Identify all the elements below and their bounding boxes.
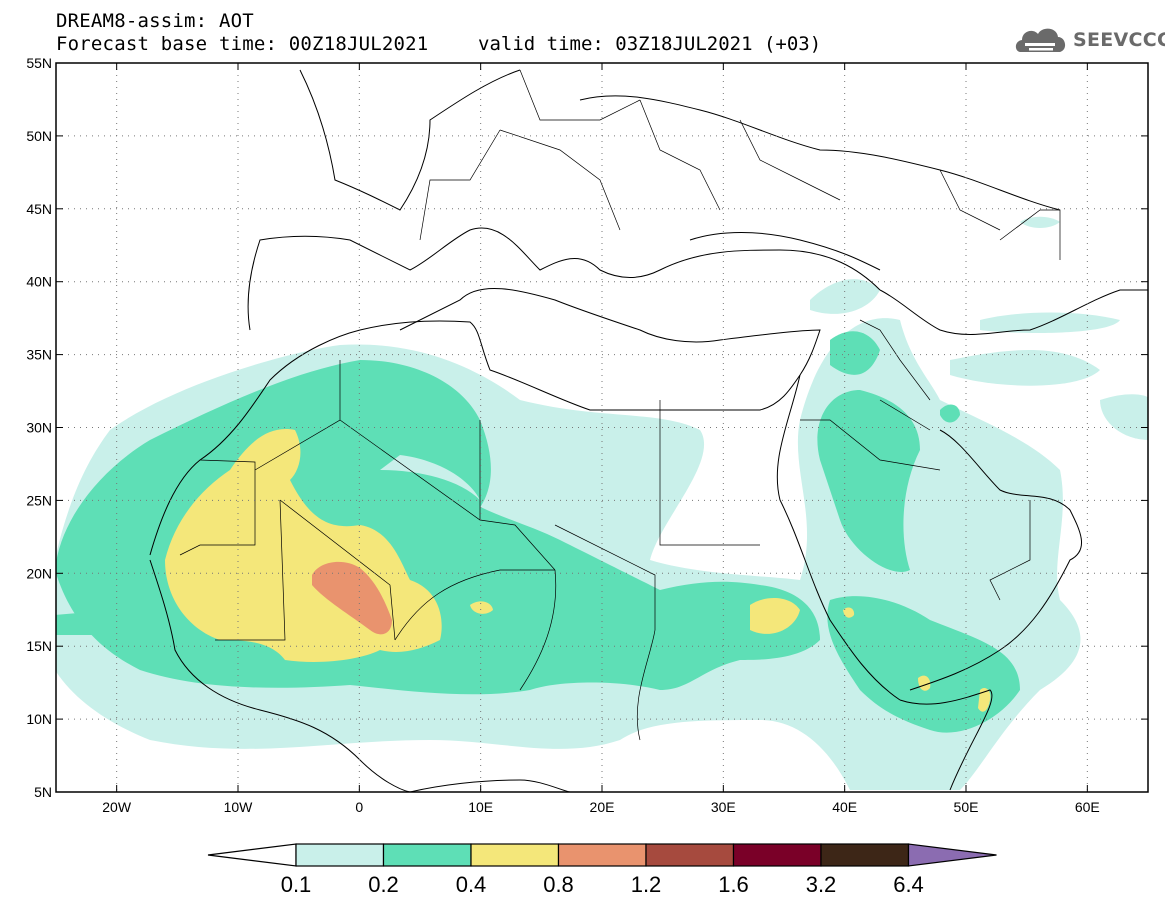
colorbar-box bbox=[382, 843, 472, 867]
colorbar-above-arrow bbox=[907, 843, 997, 867]
map-title: DREAM8-assim: AOT bbox=[56, 10, 254, 32]
colorbar-box bbox=[470, 843, 560, 867]
axis-ticks bbox=[56, 62, 1148, 793]
lon-label: 40E bbox=[832, 799, 857, 815]
lat-label: 40N bbox=[26, 274, 52, 290]
lat-label: 55N bbox=[26, 55, 52, 71]
country-borders bbox=[179, 69, 1061, 741]
colorbar-label: 6.4 bbox=[893, 872, 924, 897]
logo-text: SEEVCCC bbox=[1073, 29, 1165, 51]
lon-label: 10E bbox=[468, 799, 493, 815]
colorbar-label: 0.1 bbox=[281, 872, 312, 897]
colorbar-box bbox=[295, 843, 385, 867]
latitude-labels: 55N 50N 45N 40N 35N 30N 25N 20N 15N 10N 5N bbox=[26, 55, 52, 800]
colorbar-below-arrow bbox=[207, 843, 297, 867]
colorbar-box bbox=[732, 843, 822, 867]
lat-label: 30N bbox=[26, 420, 52, 436]
colorbar-boxes bbox=[207, 843, 997, 867]
lon-label: 30E bbox=[711, 799, 736, 815]
lat-label: 25N bbox=[26, 492, 52, 508]
lon-label: 10W bbox=[224, 799, 254, 815]
colorbar-box bbox=[557, 843, 647, 867]
aot-band-0.8 bbox=[312, 561, 392, 635]
colorbar-box bbox=[645, 843, 735, 867]
lat-label: 20N bbox=[26, 565, 52, 581]
lon-label: 20W bbox=[102, 799, 132, 815]
lat-label: 35N bbox=[26, 347, 52, 363]
seevccc-logo: SEEVCCC bbox=[1013, 22, 1165, 58]
colorbar-label: 0.2 bbox=[368, 872, 399, 897]
valid-time: valid time: 03Z18JUL2021 (+03) bbox=[478, 33, 822, 55]
colorbar-box bbox=[820, 843, 910, 867]
colorbar-label: 1.2 bbox=[631, 872, 662, 897]
coastlines bbox=[149, 69, 1148, 792]
lat-label: 15N bbox=[26, 638, 52, 654]
lon-label: 20E bbox=[590, 799, 615, 815]
colorbar-label: 3.2 bbox=[806, 872, 837, 897]
colorbar-label: 0.8 bbox=[543, 872, 574, 897]
forecast-base-time: Forecast base time: 00Z18JUL2021 bbox=[56, 33, 429, 55]
lat-label: 10N bbox=[26, 711, 52, 727]
colorbar-labels: 0.1 0.2 0.4 0.8 1.2 1.6 3.2 6.4 bbox=[281, 872, 924, 897]
lon-label: 0 bbox=[355, 799, 363, 815]
lon-label: 50E bbox=[954, 799, 979, 815]
longitude-labels: 20W 10W 0 10E 20E 30E 40E 50E 60E bbox=[102, 799, 1100, 815]
lat-label: 5N bbox=[34, 784, 52, 800]
cloud-icon bbox=[1015, 28, 1066, 52]
lon-label: 60E bbox=[1075, 799, 1100, 815]
colorbar-label: 1.6 bbox=[718, 872, 749, 897]
colorbar-label: 0.4 bbox=[456, 872, 487, 897]
lat-lon-grid bbox=[56, 63, 1148, 792]
lat-label: 45N bbox=[26, 201, 52, 217]
aot-field bbox=[56, 69, 1148, 792]
lat-label: 50N bbox=[26, 128, 52, 144]
